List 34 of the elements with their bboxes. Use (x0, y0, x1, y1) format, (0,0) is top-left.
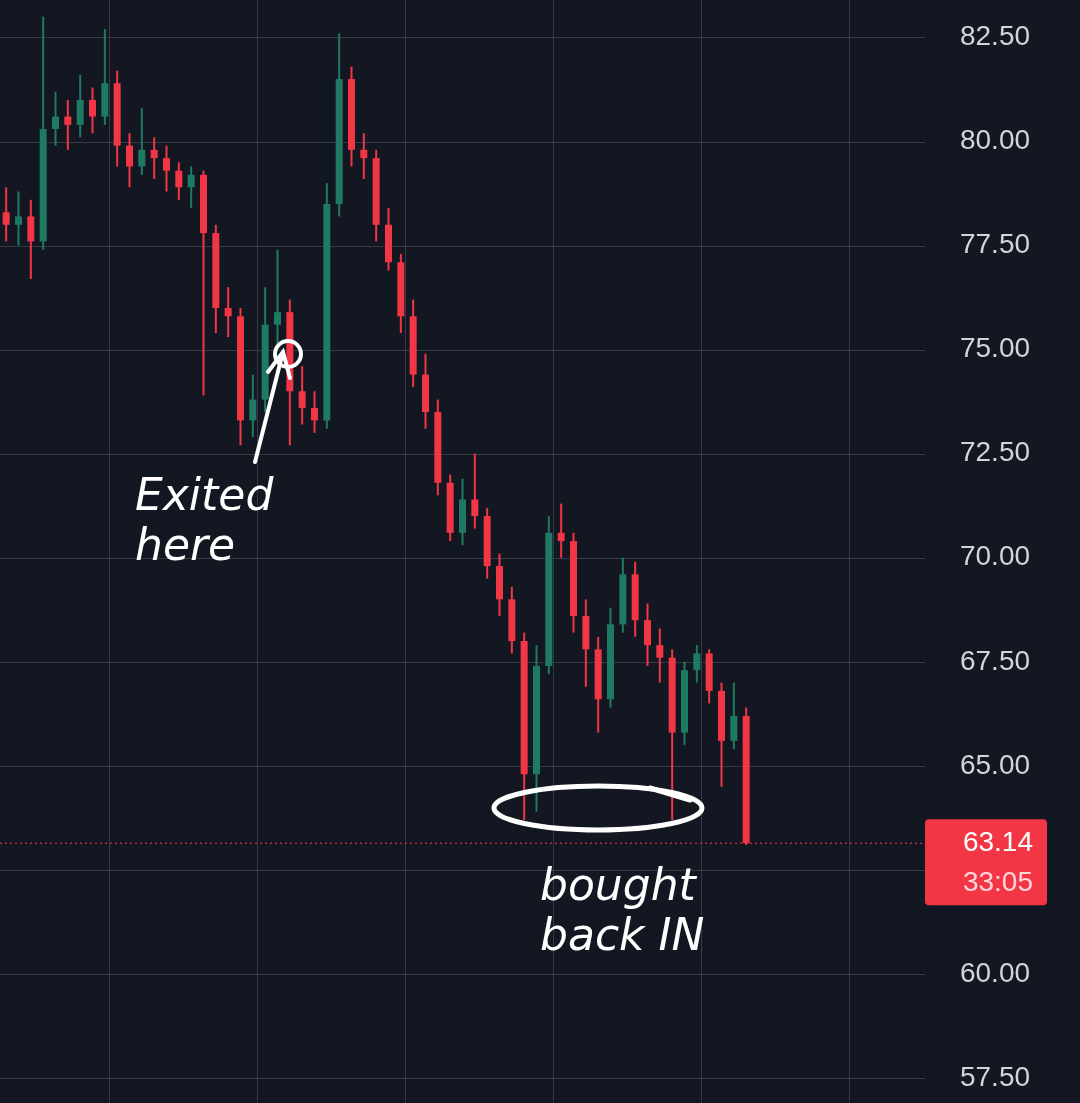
y-tick-label: 72.50 (959, 436, 1031, 468)
candlestick (187, 165, 195, 210)
y-tick-label: 70.00 (959, 540, 1031, 572)
candlestick (298, 365, 306, 426)
annotation: Exited here (135, 469, 275, 570)
candlestick (656, 627, 664, 684)
candlestick (126, 132, 133, 189)
candlestick (15, 190, 22, 247)
candlestick (311, 390, 318, 434)
y-tick-label: 67.50 (959, 644, 1031, 676)
y-tick-label: 77.50 (959, 228, 1031, 260)
annotation: bought back IN (540, 859, 706, 960)
candlestick (89, 86, 96, 135)
y-tick-label: 80.00 (959, 124, 1031, 156)
y-tick-label: 82.50 (959, 20, 1031, 52)
candlestick (2, 186, 10, 243)
candlestick (150, 136, 158, 180)
candlestick (471, 452, 479, 530)
candlestick (224, 286, 232, 339)
y-tick-label: 65.00 (959, 748, 1031, 780)
candlestick (360, 132, 368, 180)
candlestick (64, 98, 72, 151)
candlestick (693, 644, 701, 684)
candlestick (249, 373, 257, 439)
y-tick-label: 60.00 (959, 956, 1031, 988)
y-tick-label: 57.50 (959, 1060, 1031, 1092)
candlestick (175, 161, 183, 201)
candlestick (138, 107, 146, 176)
text: 33:05 (962, 865, 1033, 897)
ref-line-label: 63.14 (962, 825, 1033, 857)
candlestick (557, 502, 565, 559)
candlestick (163, 144, 170, 193)
candlestick (52, 90, 59, 147)
y-tick-label: 75.00 (959, 332, 1031, 364)
